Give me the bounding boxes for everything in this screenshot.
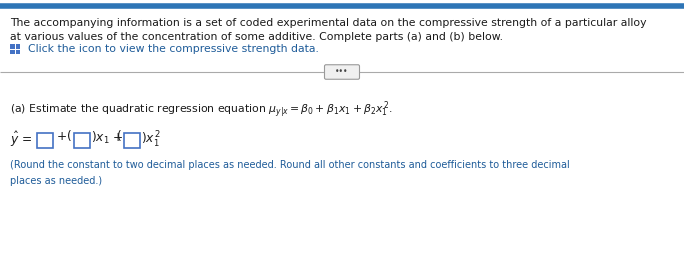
Text: places as needed.): places as needed.): [10, 175, 102, 186]
Text: Click the icon to view the compressive strength data.: Click the icon to view the compressive s…: [28, 44, 319, 54]
Text: (Round the constant to two decimal places as needed. Round all other constants a: (Round the constant to two decimal place…: [10, 160, 570, 170]
FancyBboxPatch shape: [16, 49, 21, 54]
Text: (a) Estimate the quadratic regression equation $\mu_{y|x} = \beta_0 + \beta_1 x_: (a) Estimate the quadratic regression eq…: [10, 100, 393, 120]
FancyBboxPatch shape: [124, 132, 140, 148]
FancyBboxPatch shape: [16, 44, 21, 49]
FancyBboxPatch shape: [10, 49, 15, 54]
Text: (: (: [67, 130, 72, 143]
Text: •••: •••: [335, 68, 349, 77]
Text: (: (: [117, 130, 122, 143]
Text: )$x_1$ +: )$x_1$ +: [91, 130, 124, 146]
Text: $\hat{y}$ =: $\hat{y}$ =: [10, 130, 32, 149]
Text: +: +: [57, 130, 67, 143]
Text: )$x_1^{\,2}$: )$x_1^{\,2}$: [141, 130, 161, 150]
FancyBboxPatch shape: [74, 132, 90, 148]
FancyBboxPatch shape: [10, 44, 15, 49]
Text: at various values of the concentration of some additive. Complete parts (a) and : at various values of the concentration o…: [10, 32, 503, 42]
FancyBboxPatch shape: [37, 132, 53, 148]
FancyBboxPatch shape: [324, 65, 360, 79]
Text: The accompanying information is a set of coded experimental data on the compress: The accompanying information is a set of…: [10, 18, 646, 28]
